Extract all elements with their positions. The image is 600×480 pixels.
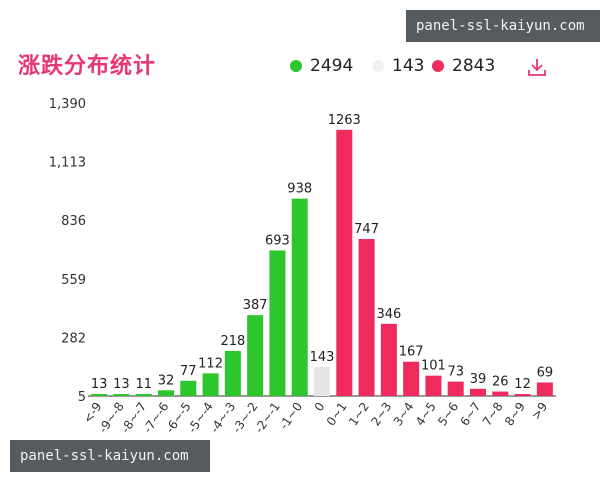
bar [158, 390, 174, 396]
bar-value-label: 101 [421, 359, 446, 374]
bar [425, 375, 442, 396]
download-icon[interactable] [526, 56, 548, 78]
x-tick-label: 4~5 [413, 400, 439, 429]
bar [202, 373, 219, 396]
legend-dot-down [290, 60, 302, 72]
bar-value-label: 13 [113, 377, 130, 392]
x-tick-label: 0 [312, 400, 328, 414]
bar [113, 394, 130, 396]
legend-label-up: 2843 [452, 56, 496, 76]
bar-value-label: 167 [399, 345, 424, 360]
bar-value-label: 143 [310, 350, 335, 365]
bar [269, 250, 286, 396]
bar-value-label: 112 [198, 356, 223, 371]
bar-value-label: 693 [265, 233, 290, 248]
legend-item-up[interactable]: 2843 [432, 56, 495, 76]
y-tick-label: 1,390 [49, 97, 86, 112]
bar-value-label: 26 [492, 375, 509, 390]
x-tick-label: 0~1 [324, 400, 350, 429]
x-tick-label: 2~3 [368, 400, 394, 429]
bar-value-label: 747 [354, 222, 379, 237]
bar [470, 388, 486, 396]
bar [224, 350, 241, 396]
legend: 2494 143 2843 [0, 56, 600, 80]
legend-label-flat: 143 [392, 56, 425, 76]
bar [403, 361, 420, 396]
bar [314, 366, 330, 396]
legend-dot-flat [372, 60, 384, 72]
bar-value-label: 77 [180, 364, 197, 379]
x-tick-label: 3~4 [391, 400, 417, 429]
bar-value-label: 938 [287, 182, 312, 197]
bar-value-label: 39 [470, 372, 487, 387]
legend-item-down[interactable]: 2494 [290, 56, 353, 76]
y-tick-label: 282 [61, 331, 86, 346]
bar [180, 380, 197, 396]
bar-value-label: 73 [447, 365, 464, 380]
legend-item-flat[interactable]: 143 [372, 56, 424, 76]
legend-dot-up [432, 60, 444, 72]
x-tick-label: >9 [529, 400, 551, 423]
bar [536, 382, 553, 396]
bar-value-label: 387 [243, 298, 268, 313]
x-tick-label: 1~2 [346, 400, 372, 429]
x-tick-label: 5~6 [435, 400, 461, 429]
bar [492, 391, 509, 396]
bar [247, 315, 264, 396]
bar [447, 381, 464, 396]
bar-value-label: 13 [91, 377, 108, 392]
chart-title: 涨跌分布统计 [18, 54, 157, 79]
bar-value-label: 69 [537, 365, 554, 380]
watermark-bottom: panel-ssl-kaiyun.com [10, 440, 210, 472]
bar-value-label: 32 [158, 373, 175, 388]
bar [135, 394, 152, 396]
bar [514, 394, 531, 396]
watermark-top: panel-ssl-kaiyun.com [406, 10, 600, 42]
x-tick-label: 7~8 [480, 400, 506, 429]
legend-label-down: 2494 [310, 56, 354, 76]
y-tick-label: 5 [78, 390, 86, 405]
x-tick-label: -1~0 [277, 400, 305, 432]
bar-value-label: 218 [220, 334, 245, 349]
bar [358, 239, 375, 396]
y-tick-label: 559 [61, 273, 86, 288]
bar-value-label: 346 [376, 307, 401, 322]
bar-value-label: 11 [135, 377, 152, 392]
bar [291, 198, 308, 396]
bar [380, 323, 397, 396]
bar-value-label: 1263 [328, 113, 361, 128]
bar-value-label: 12 [514, 377, 531, 392]
y-tick-label: 836 [61, 214, 86, 229]
bar [336, 129, 353, 397]
bar [91, 394, 108, 396]
x-tick-label: 6~7 [457, 400, 483, 429]
x-tick-label: 8~9 [502, 400, 528, 429]
y-tick-label: 1,113 [49, 156, 86, 171]
